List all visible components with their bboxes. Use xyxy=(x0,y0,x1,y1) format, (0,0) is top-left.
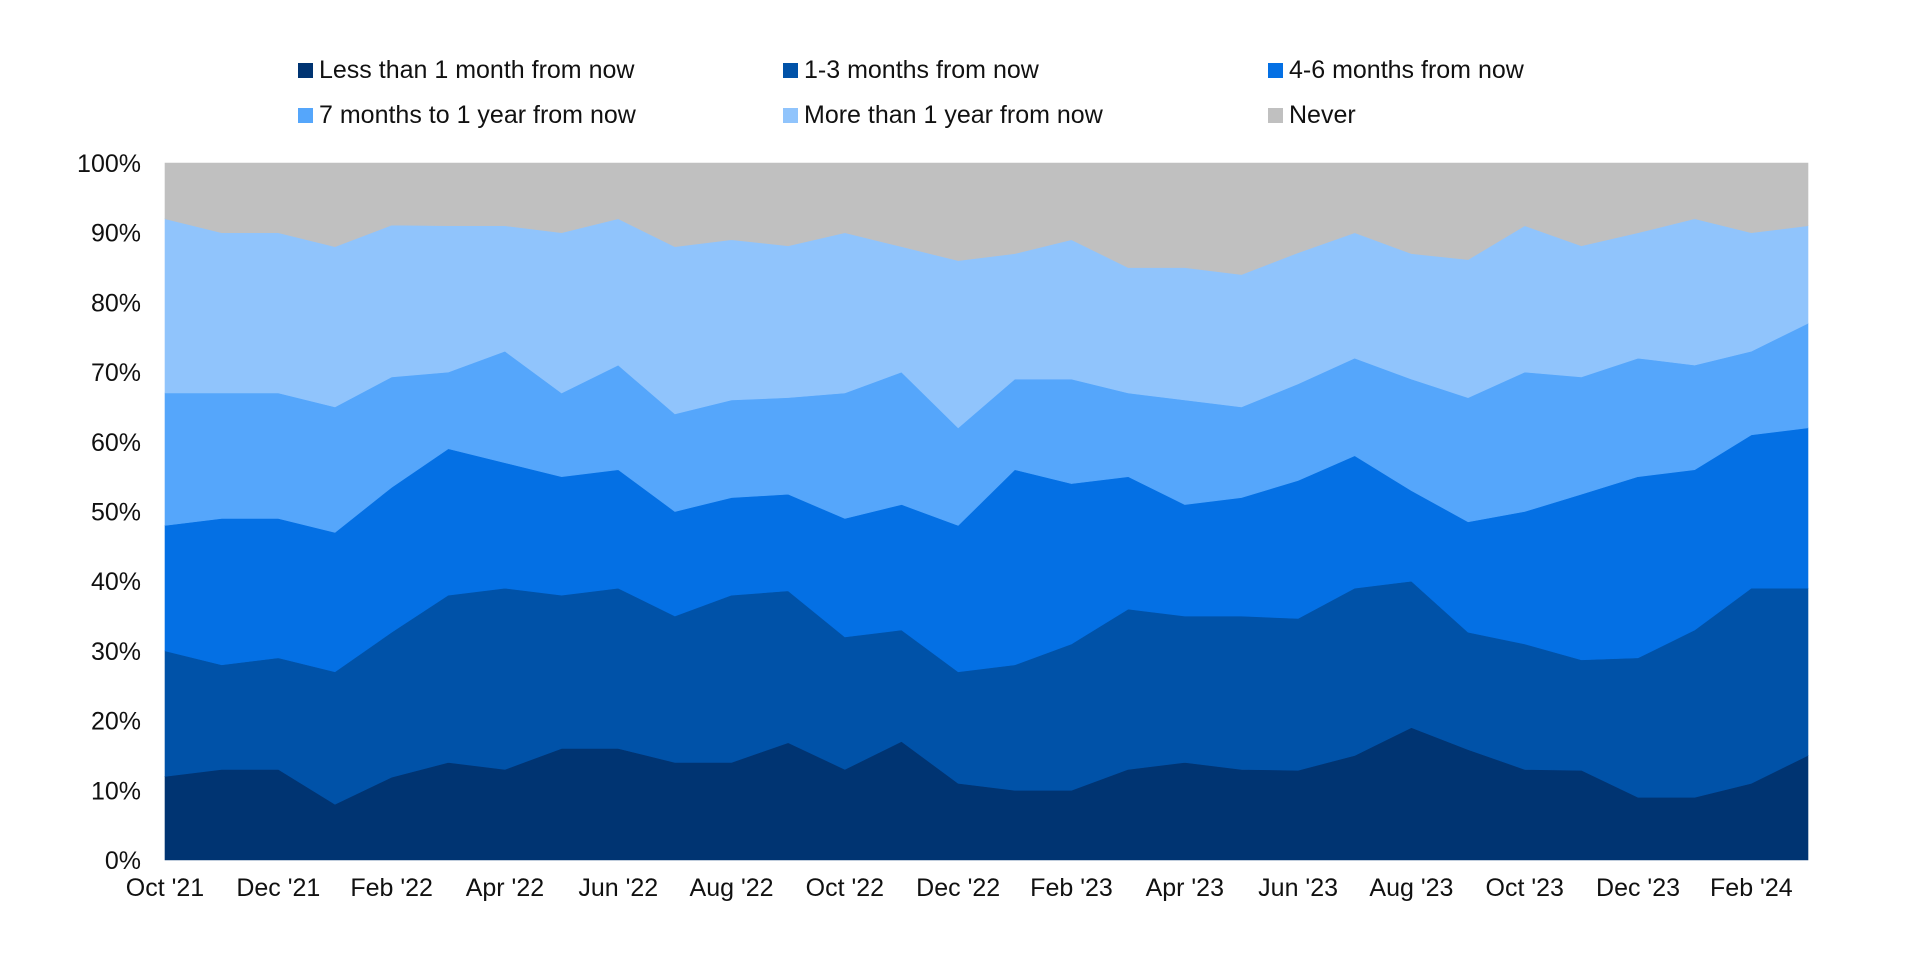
x-tick-label: Dec '23 xyxy=(1596,874,1680,902)
x-tick-label: Dec '21 xyxy=(236,874,320,902)
x-tick-label: Dec '22 xyxy=(916,874,1000,902)
x-tick-label: Oct '21 xyxy=(126,874,204,902)
y-tick-label: 0% xyxy=(105,847,141,875)
legend-swatch-less-than-1-month xyxy=(298,62,313,78)
legend-label-7-months-to-1-year: 7 months to 1 year from now xyxy=(319,100,636,129)
x-tick-label: Apr '22 xyxy=(466,874,544,902)
x-tick-label: Jun '23 xyxy=(1258,874,1338,902)
y-tick-label: 90% xyxy=(91,220,141,248)
x-tick-label: Oct '22 xyxy=(806,874,884,902)
y-tick-label: 80% xyxy=(91,289,141,317)
legend-swatch-1-3-months xyxy=(783,62,798,78)
x-tick-label: Jun '22 xyxy=(578,874,658,902)
legend-item-1-3-months: 1-3 months from now xyxy=(783,53,1039,87)
legend-label-4-6-months: 4-6 months from now xyxy=(1289,55,1524,84)
x-tick-label: Apr '23 xyxy=(1146,874,1224,902)
legend-item-7-months-to-1-year: 7 months to 1 year from now xyxy=(298,98,636,132)
legend-item-more-than-1-year: More than 1 year from now xyxy=(783,98,1103,132)
x-tick-label: Feb '22 xyxy=(350,874,433,902)
area-series-5 xyxy=(164,162,1809,275)
x-tick-label: Aug '23 xyxy=(1369,874,1453,902)
legend-swatch-7-months-to-1-year xyxy=(298,107,313,123)
area-series-group xyxy=(164,162,1809,861)
legend-swatch-more-than-1-year xyxy=(783,107,798,123)
y-tick-label: 20% xyxy=(91,708,141,736)
legend-label-never: Never xyxy=(1289,100,1356,129)
legend-label-more-than-1-year: More than 1 year from now xyxy=(804,100,1103,129)
legend-item-never: Never xyxy=(1268,98,1356,132)
x-tick-label: Feb '23 xyxy=(1030,874,1113,902)
legend-swatch-4-6-months xyxy=(1268,62,1283,78)
y-tick-label: 50% xyxy=(91,499,141,527)
y-axis: 0% 10% 20% 30% 40% 50% 60% 70% 80% 90% 100% xyxy=(77,150,141,875)
y-tick-label: 30% xyxy=(91,638,141,666)
legend-label-1-3-months: 1-3 months from now xyxy=(804,55,1039,84)
x-tick-label: Oct '23 xyxy=(1486,874,1564,902)
y-tick-label: 10% xyxy=(91,777,141,805)
y-tick-label: 40% xyxy=(91,568,141,596)
legend-label-less-than-1-month: Less than 1 month from now xyxy=(319,55,635,84)
y-tick-label: 60% xyxy=(91,429,141,457)
y-tick-label: 100% xyxy=(77,150,141,178)
chart-legend: Less than 1 month from now 1-3 months fr… xyxy=(0,0,1920,150)
x-tick-label: Aug '22 xyxy=(690,874,774,902)
legend-item-less-than-1-month: Less than 1 month from now xyxy=(298,53,634,87)
x-tick-label: Feb '24 xyxy=(1710,874,1793,902)
legend-item-4-6-months: 4-6 months from now xyxy=(1268,53,1524,87)
x-axis: Oct '21 Dec '21 Feb '22 Apr '22 Jun '22 Aug '… xyxy=(126,874,1793,902)
y-tick-label: 70% xyxy=(91,359,141,387)
legend-swatch-never xyxy=(1268,107,1283,123)
